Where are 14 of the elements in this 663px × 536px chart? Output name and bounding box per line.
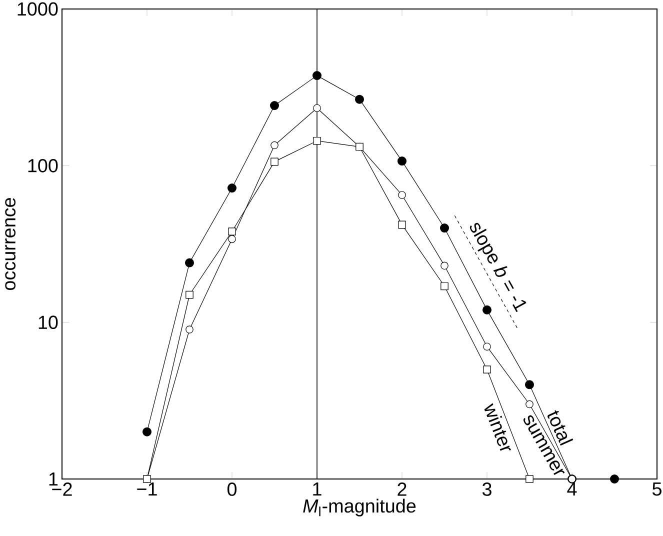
text: winter	[484, 403, 511, 451]
y-tick-label: 1000	[18, 2, 58, 16]
x-tick-label: 1	[313, 482, 322, 496]
y-axis-title: occurrence	[5, 198, 16, 290]
y-tick-label: 10	[38, 316, 58, 330]
x-tick-label: 3	[482, 482, 492, 496]
text: slope b = -1	[470, 222, 526, 312]
x-axis-title: M$_{l}$-magnitude	[303, 498, 416, 516]
x-tick-label: −1	[137, 482, 157, 496]
x-tick-label: 0	[227, 482, 237, 496]
y-tick-label: 100	[28, 158, 58, 172]
x-tick-label: 5	[652, 482, 662, 496]
x-tick-label: 4	[567, 482, 577, 496]
x-tick-label: 2	[398, 482, 406, 496]
